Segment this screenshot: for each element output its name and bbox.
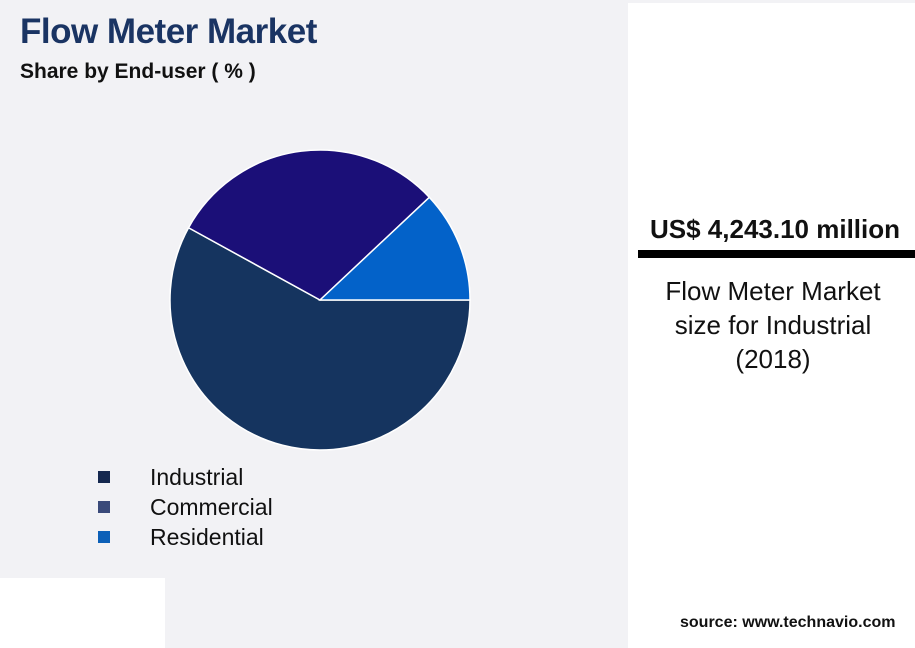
legend-item-commercial: Commercial [98, 492, 273, 522]
legend-swatch-commercial [98, 501, 110, 513]
divider-rule [638, 250, 915, 258]
legend-item-residential: Residential [98, 522, 273, 552]
legend-label-commercial: Commercial [150, 493, 273, 520]
description-line-2: size for Industrial [674, 310, 872, 340]
legend-item-industrial: Industrial [98, 462, 273, 492]
summary-panel [628, 3, 915, 648]
pie-slice-residential [318, 196, 471, 301]
legend-label-residential: Residential [150, 523, 264, 550]
description-line-3: (2018) [735, 344, 811, 374]
pie-slice-commercial [187, 149, 431, 301]
market-size-value: US$ 4,243.10 million [650, 214, 901, 244]
legend-swatch-residential [98, 531, 110, 543]
footer-strip [0, 578, 165, 648]
chart-legend: Industrial Commercial Residential [98, 462, 273, 552]
page-subtitle: Share by End-user ( % ) [20, 60, 256, 83]
source-credit: source: www.technavio.com [680, 614, 896, 631]
pie-chart [169, 149, 471, 451]
legend-label-industrial: Industrial [150, 463, 244, 490]
legend-swatch-industrial [98, 471, 110, 483]
pie-slice-industrial [169, 226, 471, 451]
market-size-description: Flow Meter Market size for Industrial (2… [638, 274, 908, 376]
description-line-1: Flow Meter Market [665, 276, 881, 306]
page-title: Flow Meter Market [20, 12, 317, 51]
